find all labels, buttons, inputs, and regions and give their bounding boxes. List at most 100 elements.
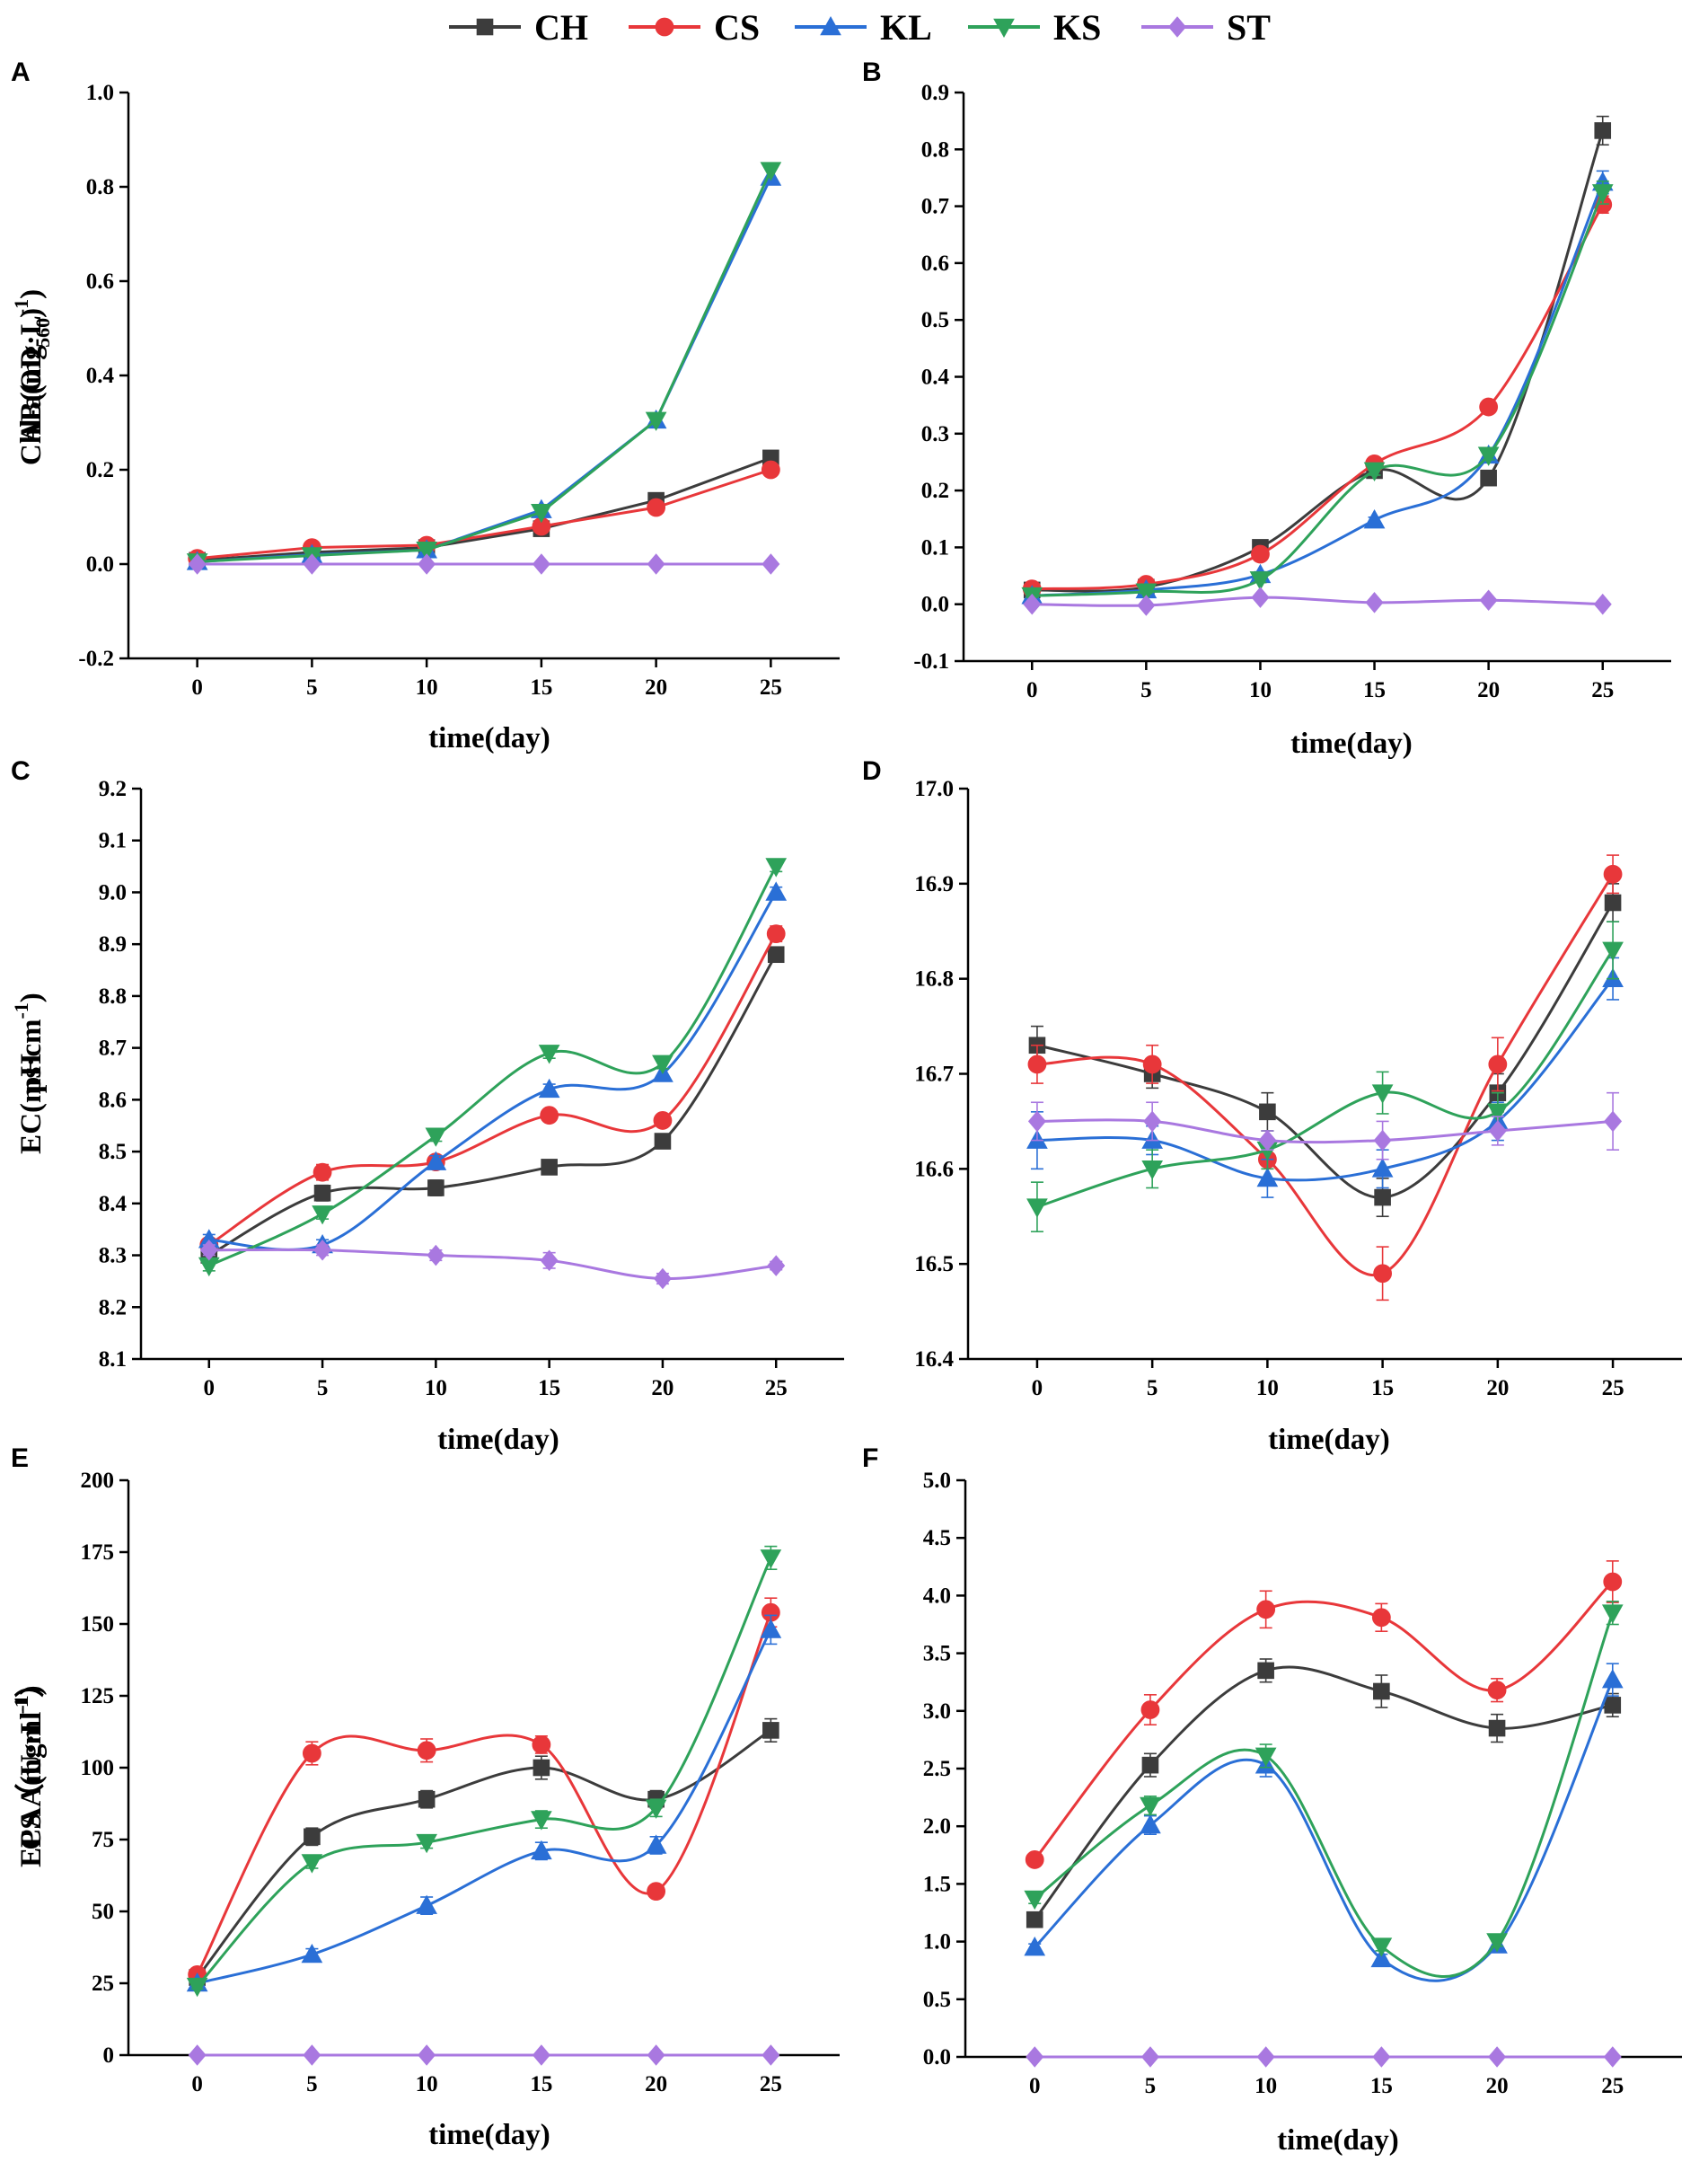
data-point bbox=[541, 1159, 558, 1176]
x-tick-label: 10 bbox=[425, 1376, 447, 1400]
data-point bbox=[425, 1127, 447, 1147]
x-tick-label: 25 bbox=[1591, 678, 1614, 702]
x-tick-label: 10 bbox=[416, 2072, 438, 2096]
data-point bbox=[653, 1111, 673, 1130]
data-point bbox=[533, 1759, 550, 1777]
data-point bbox=[1479, 589, 1498, 612]
y-tick-label: 0.7 bbox=[921, 195, 949, 219]
data-point bbox=[1027, 1110, 1046, 1133]
y-axis-title: EC(ms·cm-1) bbox=[10, 993, 48, 1154]
y-tick-label: 0.0 bbox=[923, 2045, 951, 2069]
series-cs bbox=[188, 460, 780, 569]
y-axis-title-sup: -1 bbox=[10, 299, 32, 315]
y-tick-label: 8.8 bbox=[99, 984, 127, 1009]
y-tick-label: -0.1 bbox=[913, 649, 949, 674]
data-point bbox=[186, 1977, 208, 1998]
data-point bbox=[760, 162, 782, 181]
legend-label: CS bbox=[714, 7, 760, 48]
data-point bbox=[313, 1240, 332, 1261]
x-tick-label: 20 bbox=[645, 675, 667, 700]
series-ks bbox=[1021, 180, 1614, 607]
y-tick-label: 8.7 bbox=[99, 1037, 127, 1061]
data-point bbox=[199, 1240, 218, 1261]
y-tick-label: 0.3 bbox=[921, 422, 949, 446]
series-line bbox=[197, 456, 771, 562]
x-axis-title: time(day) bbox=[1268, 1424, 1390, 1456]
y-axis-title-tail: ) bbox=[15, 308, 48, 318]
data-point bbox=[1026, 1198, 1048, 1218]
panel-letter: B bbox=[862, 57, 882, 87]
y-tick-label: -0.2 bbox=[78, 647, 114, 671]
data-point bbox=[1256, 2046, 1275, 2068]
legend-item-ch: CH bbox=[449, 7, 588, 48]
y-tick-label: 8.3 bbox=[99, 1244, 127, 1268]
series-line bbox=[1036, 902, 1615, 1199]
x-tick-label: 25 bbox=[765, 1376, 788, 1400]
legend-item-kl: KL bbox=[795, 7, 932, 48]
data-point bbox=[1373, 1129, 1392, 1152]
series-kl bbox=[198, 881, 788, 1254]
data-point bbox=[1256, 1167, 1279, 1187]
data-point bbox=[1140, 1796, 1161, 1817]
data-point bbox=[538, 1045, 560, 1064]
data-point bbox=[760, 1619, 782, 1638]
data-point bbox=[1486, 1933, 1508, 1953]
data-point bbox=[1026, 2046, 1044, 2068]
series-line bbox=[1034, 1612, 1615, 1978]
data-point bbox=[1477, 446, 1500, 466]
y-tick-label: 0.6 bbox=[86, 269, 114, 294]
series-cs bbox=[1027, 854, 1623, 1302]
x-tick-label: 20 bbox=[651, 1376, 674, 1400]
y-axis-title-tail: ) bbox=[15, 289, 48, 299]
y-tick-label: 175 bbox=[81, 1540, 115, 1565]
data-point bbox=[188, 553, 207, 575]
data-point bbox=[540, 1106, 559, 1125]
y-axis-title-sup: -1 bbox=[10, 1002, 32, 1019]
data-point bbox=[1601, 1604, 1624, 1624]
data-point bbox=[1370, 1947, 1393, 1968]
data-point bbox=[312, 1205, 333, 1225]
data-point bbox=[427, 1179, 445, 1196]
data-point bbox=[762, 1722, 779, 1739]
y-axis-title-base: EC(ms·cm bbox=[15, 1019, 48, 1154]
x-tick-label: 10 bbox=[416, 675, 438, 700]
series-cs bbox=[188, 1597, 780, 1984]
series-line bbox=[1032, 191, 1605, 597]
y-tick-label: 0.4 bbox=[86, 364, 115, 388]
x-tick-label: 15 bbox=[530, 2072, 552, 2096]
y-tick-label: 0.9 bbox=[921, 81, 949, 105]
y-tick-label: 0.8 bbox=[86, 175, 114, 199]
y-tick-label: 9.2 bbox=[99, 777, 127, 801]
data-point bbox=[1249, 571, 1272, 591]
x-tick-label: 25 bbox=[1602, 1376, 1624, 1400]
y-tick-label: 0 bbox=[103, 2043, 115, 2068]
data-point bbox=[767, 946, 785, 964]
data-point bbox=[647, 498, 666, 517]
series-cs bbox=[1025, 1560, 1623, 1869]
series-line bbox=[208, 1248, 777, 1281]
data-point bbox=[1025, 1850, 1044, 1869]
y-tick-label: 1.0 bbox=[86, 81, 114, 105]
x-tick-label: 5 bbox=[1140, 678, 1152, 702]
data-point bbox=[645, 411, 667, 431]
series-line bbox=[1036, 1118, 1614, 1144]
data-point bbox=[645, 1799, 667, 1819]
series-line bbox=[197, 176, 772, 563]
y-tick-label: 200 bbox=[81, 1469, 115, 1493]
panel-letter: E bbox=[11, 1443, 29, 1473]
series-line bbox=[197, 1628, 772, 1985]
x-tick-label: 5 bbox=[1145, 2074, 1157, 2098]
series-st bbox=[199, 1240, 786, 1290]
data-point bbox=[1479, 397, 1499, 417]
series-ch bbox=[1026, 1658, 1622, 1928]
y-axis-title: CAA(U·ml-1) bbox=[10, 1685, 48, 1849]
y-tick-label: 3.0 bbox=[923, 1699, 951, 1724]
series-kl bbox=[186, 166, 782, 570]
series-line bbox=[1034, 1580, 1614, 1861]
data-point bbox=[1140, 1700, 1160, 1719]
panel-c: C 8.1 8.2 8.3 8.4 8.5 8.6 8.7 8.8 8.9 9.0 9.1 9.2 0 5 1… bbox=[11, 756, 844, 1456]
x-axis-title: time(day) bbox=[437, 1424, 559, 1456]
y-tick-label: 8.1 bbox=[99, 1347, 127, 1372]
series-line bbox=[196, 1557, 772, 1988]
panel-letter: D bbox=[862, 756, 882, 786]
